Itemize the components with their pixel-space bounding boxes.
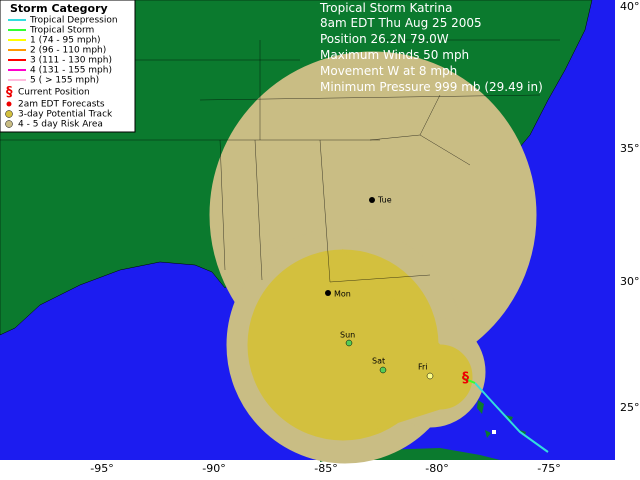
legend-item: 4 - 5 day Risk Area: [18, 120, 103, 130]
track: [462, 377, 549, 453]
legend-title: Storm Category: [10, 2, 108, 15]
point-label: Fri: [418, 363, 428, 372]
longitude-label: -95°: [90, 462, 113, 475]
legend-item: 2am EDT Forecasts: [18, 100, 105, 110]
bahamas: [477, 400, 526, 438]
info-line: Movement W at 8 mph: [320, 64, 457, 78]
legend-item: Current Position: [18, 88, 90, 98]
legend-item: 2 (96 - 110 mph): [30, 46, 106, 56]
latitude-label: 25°: [620, 401, 640, 414]
info-line: Position 26.2N 79.0W: [320, 32, 449, 46]
info-line: Tropical Storm Katrina: [319, 1, 452, 15]
longitude-axis: -95° -90° -85° -80° -75°: [90, 462, 560, 475]
longitude-label: -75°: [537, 462, 560, 475]
longitude-label: -85°: [314, 462, 337, 475]
legend-item: 5 ( > 155 mph): [30, 76, 99, 86]
legend-item: Tropical Storm: [29, 26, 94, 36]
legend-item: 4 (131 - 155 mph): [30, 66, 112, 76]
svg-text:§: §: [6, 85, 13, 100]
latitude-label: 30°: [620, 275, 640, 288]
info-line: Maximum Winds 50 mph: [320, 48, 469, 62]
point-label: Sat: [372, 357, 385, 366]
point-label: Mon: [334, 290, 351, 299]
current-position: §: [462, 370, 469, 386]
forecast-markers: §: [325, 197, 469, 386]
info: Tropical Storm Katrina 8am EDT Thu Aug 2…: [319, 1, 543, 94]
info-line: Minimum Pressure 999 mb (29.49 in): [320, 80, 543, 94]
point-label: Tue: [377, 196, 392, 205]
latitude-label: 35°: [620, 142, 640, 155]
point-label: Sun: [340, 331, 355, 340]
potential-track: [247, 248, 473, 441]
info-line: 8am EDT Thu Aug 25 2005: [320, 16, 482, 30]
legend-item: 3-day Potential Track: [18, 110, 113, 120]
latitude-axis: 40° 35° 30° 25°: [620, 0, 640, 414]
longitude-label: -90°: [202, 462, 225, 475]
longitude-label: -80°: [425, 462, 448, 475]
legend-item: 1 (74 - 95 mph): [30, 36, 101, 46]
state-lines: [0, 39, 560, 283]
legend-item: Tropical Depression: [29, 16, 118, 26]
legend: Storm Category § Tropical Depression Tro…: [0, 0, 136, 133]
legend-item: 3 (111 - 130 mph): [30, 56, 112, 66]
latitude-label: 40°: [620, 0, 640, 13]
